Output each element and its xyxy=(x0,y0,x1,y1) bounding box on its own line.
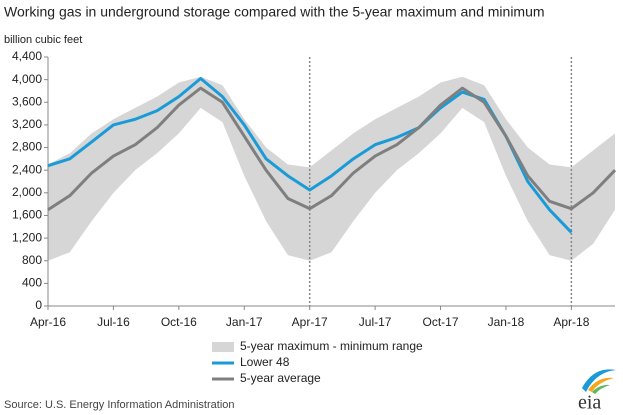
x-tick-label: Apr-17 xyxy=(292,315,328,329)
x-tick-label: Oct-16 xyxy=(161,315,197,329)
series-line xyxy=(47,77,573,234)
y-tick-label: 2,400 xyxy=(12,162,42,176)
chart-title: Working gas in underground storage compa… xyxy=(4,4,545,20)
y-tick-label: 2,000 xyxy=(12,185,42,199)
y-tick-label: 1,200 xyxy=(12,230,42,244)
legend-label: Lower 48 xyxy=(240,355,290,369)
y-tick-label: 2,800 xyxy=(12,140,42,154)
x-tick-label: Jul-16 xyxy=(97,315,130,329)
y-tick-label: 0 xyxy=(35,298,42,312)
y-tick-label: 4,000 xyxy=(12,72,42,86)
logo-swoosh xyxy=(582,369,616,392)
x-tick-label: Jul-17 xyxy=(359,315,392,329)
source: Source: U.S. Energy Information Administ… xyxy=(4,399,235,411)
x-tick-label: Apr-16 xyxy=(30,315,66,329)
logo-swoosh xyxy=(592,384,610,394)
y-tick-label: 4,400 xyxy=(12,49,42,63)
x-tick-label: Jan-17 xyxy=(226,315,263,329)
logo-swoosh xyxy=(588,377,614,392)
y-tick-label: 400 xyxy=(22,276,42,290)
y-axis-label: billion cubic feet xyxy=(4,34,82,46)
y-tick-label: 3,200 xyxy=(12,117,42,131)
y-tick-label: 1,600 xyxy=(12,208,42,222)
range-band xyxy=(48,76,615,261)
y-tick-label: 800 xyxy=(22,253,42,267)
x-tick-label: Apr-18 xyxy=(553,315,589,329)
x-tick-label: Jan-18 xyxy=(488,315,525,329)
logo-text: eia xyxy=(578,392,601,414)
series-line xyxy=(47,86,617,212)
legend-label: 5-year maximum - minimum range xyxy=(240,339,423,353)
y-tick-label: 3,600 xyxy=(12,94,42,108)
x-tick-label: Oct-17 xyxy=(423,315,459,329)
legend-swatch xyxy=(212,342,234,352)
legend-label: 5-year average xyxy=(240,371,321,385)
eia-logo: eia xyxy=(578,369,616,414)
